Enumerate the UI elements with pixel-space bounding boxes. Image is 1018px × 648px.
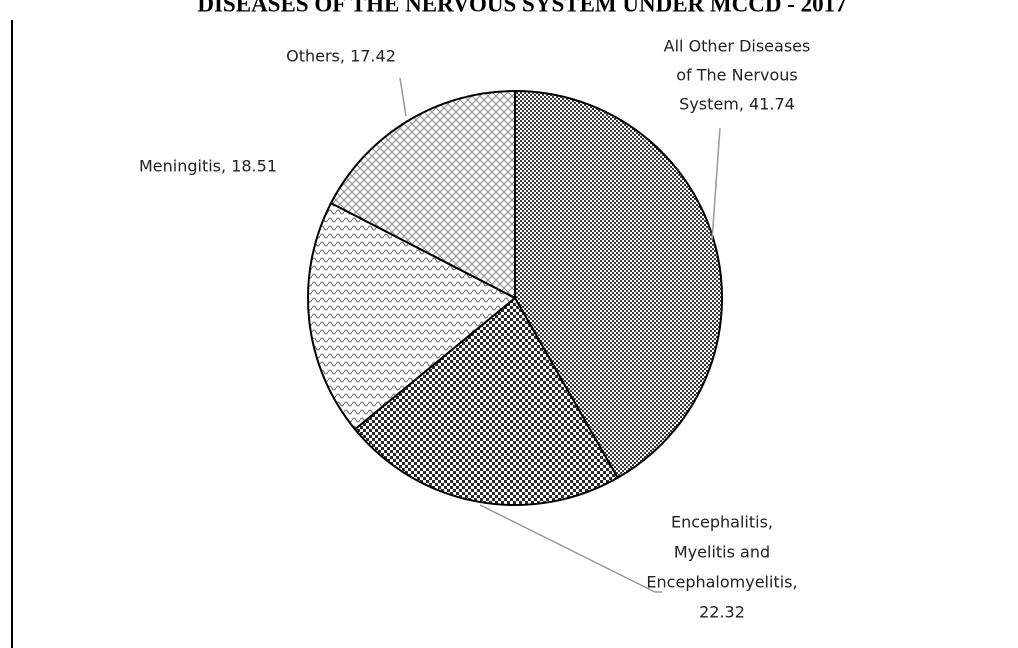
pie-slice xyxy=(307,201,517,431)
leader-line xyxy=(479,504,662,593)
pie-slice xyxy=(353,296,619,506)
pie-slice xyxy=(514,89,723,480)
data-label: Others, 17.42 xyxy=(286,47,396,66)
leader-line xyxy=(399,77,407,117)
data-label: System, 41.74 xyxy=(679,95,795,114)
data-label: Encephalomyelitis, xyxy=(646,573,797,592)
data-label: All Other Diseases xyxy=(664,37,811,56)
leader-line xyxy=(711,127,721,241)
data-label: Myelitis and xyxy=(674,543,770,562)
data-label: Encephalitis, xyxy=(671,513,773,532)
data-label: 22.32 xyxy=(699,603,745,622)
pie-slice xyxy=(329,89,516,300)
data-label: of The Nervous xyxy=(676,66,797,85)
chart-title: DISEASES OF THE NERVOUS SYSTEM UNDER MCC… xyxy=(197,0,846,16)
data-label: Meningitis, 18.51 xyxy=(139,157,277,176)
